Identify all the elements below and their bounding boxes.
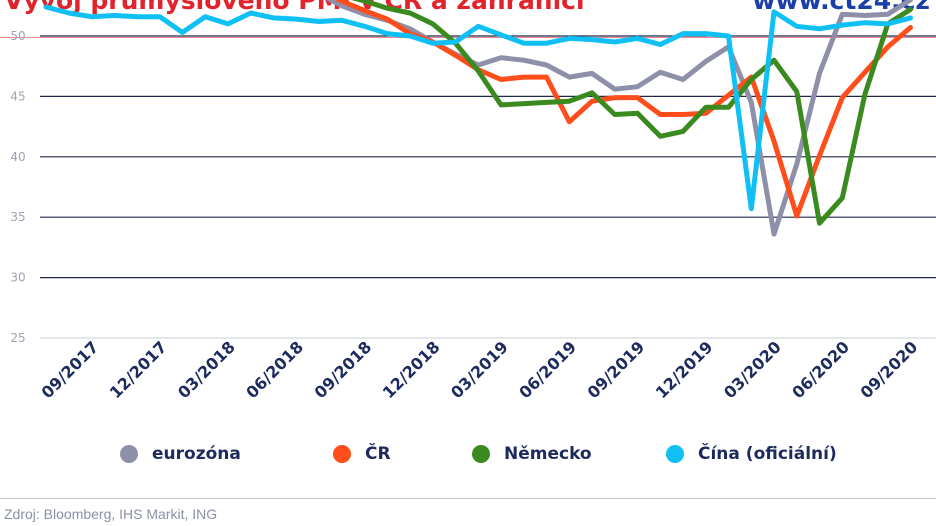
series-line-2 — [351, 0, 913, 226]
x-tick-label: 03/2019 — [447, 337, 512, 402]
series-lines — [43, 0, 913, 237]
y-axis: 25303540455055606570 — [10, 29, 25, 345]
y-tick-label: 35 — [10, 210, 25, 224]
y-tick-label: 45 — [10, 89, 25, 103]
x-tick-label: 12/2019 — [652, 337, 717, 402]
legend-item-cr: ČR — [333, 436, 391, 472]
x-tick-label: 03/2018 — [174, 337, 239, 402]
x-tick-label: 09/2020 — [857, 337, 922, 402]
legend-label-cr: ČR — [365, 444, 391, 464]
x-tick-label: 06/2019 — [515, 337, 580, 402]
header: Vývoj průmyslového PMI v ČR a zahraničí … — [0, 0, 936, 38]
legend-item-cina: Čína (oficiální) — [666, 436, 837, 472]
x-axis: 09/2017 12/2017 03/2018 06/2018 09/2018 12/20… — [38, 337, 922, 402]
series-line-3 — [43, 4, 913, 212]
x-tick-label: 03/2020 — [720, 337, 785, 402]
y-tick-label: 40 — [10, 150, 25, 164]
y-tick-label: 30 — [10, 271, 25, 285]
legend-label-nemecko: Německo — [504, 444, 592, 464]
legend-item-nemecko: Německo — [472, 436, 592, 472]
source-note: Zdroj: Bloomberg, IHS Markit, ING — [4, 506, 218, 522]
x-tick-label: 09/2019 — [584, 337, 649, 402]
x-tick-label: 12/2018 — [379, 337, 444, 402]
x-tick-label: 09/2018 — [311, 337, 376, 402]
x-tick-label: 06/2018 — [242, 337, 307, 402]
header-divider — [0, 37, 936, 38]
pmi-line-chart: 25303540455055606570 09/201712/201703/20… — [10, 0, 936, 402]
legend-dot-nemecko — [472, 445, 490, 463]
y-tick-label: 25 — [10, 331, 25, 345]
site-url[interactable]: www.ct24.cz — [752, 0, 930, 15]
series-line-1 — [334, 0, 913, 219]
footer-divider — [0, 498, 936, 499]
legend-item-eurozona: eurozóna — [120, 436, 241, 472]
legend-dot-cina — [666, 445, 684, 463]
legend: eurozóna ČR Německo Čína (oficiální) — [0, 436, 936, 472]
legend-dot-cr — [333, 445, 351, 463]
legend-label-cina: Čína (oficiální) — [698, 444, 837, 464]
gridlines — [40, 35, 936, 339]
series-line-0 — [325, 0, 913, 237]
y-tick-label: 50 — [10, 29, 25, 43]
legend-dot-eurozona — [120, 445, 138, 463]
legend-label-eurozona: eurozóna — [152, 444, 241, 464]
x-tick-label: 12/2017 — [106, 337, 171, 402]
chart-title: Vývoj průmyslového PMI v ČR a zahraničí — [4, 0, 585, 15]
x-tick-label: 06/2020 — [788, 337, 853, 402]
x-tick-label: 09/2017 — [38, 337, 103, 402]
